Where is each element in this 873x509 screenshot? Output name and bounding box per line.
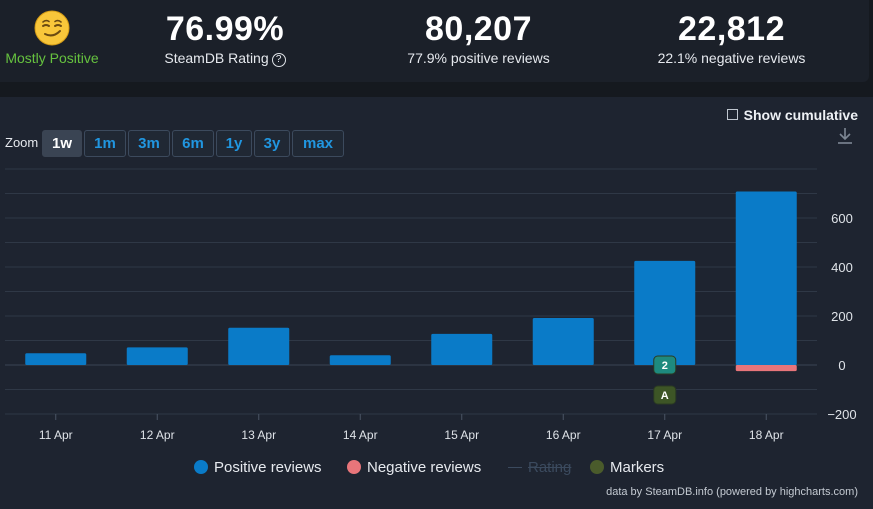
legend-label: Positive reviews [214,459,322,476]
total-reviews-stat: 80,207 77.9% positive reviews [400,10,557,66]
positive-bar[interactable] [634,260,696,365]
chart-legend: Positive reviews Negative reviews Rating Ma… [0,459,873,481]
y-tick-label: 0 [838,358,845,373]
total-reviews-value: 80,207 [425,10,532,48]
legend-swatch [194,460,208,474]
marker-badge[interactable] [653,355,677,375]
legend-label: Negative reviews [367,459,482,476]
negative-reviews-stat: 22,812 22.1% negative reviews [648,10,815,66]
y-tick-label: −200 [827,407,856,422]
download-icon[interactable] [837,127,853,145]
zoom-button-1m[interactable]: 1m [84,130,126,157]
x-tick-label: 13 Apr [241,428,276,442]
sentiment-label: Mostly Positive [5,50,99,66]
rating-label: SteamDB Rating [164,50,269,66]
summary-bar: Mostly Positive 76.99% SteamDB Rating? 8… [0,0,869,82]
marker-label: 2 [662,360,668,372]
rating-stat: 76.99% SteamDB Rating? [150,10,300,67]
y-tick-label: 400 [831,260,853,275]
negative-percent-label: 22.1% negative reviews [657,50,806,66]
x-tick-label: 12 Apr [140,428,175,442]
negative-reviews-value: 22,812 [678,10,785,48]
x-tick-label: 16 Apr [546,428,581,442]
chart-panel: Show cumulative Zoom 1w 1m 3m 6m 1y 3y max 600… [0,97,873,509]
x-tick-label: 15 Apr [444,428,479,442]
chart-credit[interactable]: data by SteamDB.info (powered by highcha… [606,486,858,498]
legend-item-rating[interactable]: Rating [508,459,571,476]
positive-bar[interactable] [735,191,797,365]
show-cumulative-label: Show cumulative [743,107,858,123]
zoom-button-1w[interactable]: 1w [42,130,82,157]
positive-bar[interactable] [228,327,290,365]
zoom-label: Zoom [5,135,39,150]
show-cumulative-toggle[interactable]: Show cumulative [726,107,858,123]
legend-swatch [508,467,522,468]
marker-label: A [661,390,669,402]
legend-label: Markers [610,459,665,476]
legend-item-positive-reviews[interactable]: Positive reviews [194,459,322,476]
legend-item-negative-reviews[interactable]: Negative reviews [347,459,481,476]
negative-bar[interactable] [735,365,797,372]
legend-label: Rating [528,459,572,476]
legend-swatch [347,460,361,474]
show-cumulative-checkbox[interactable] [726,109,738,120]
sentiment-block: Mostly Positive [0,10,104,66]
marker-badge[interactable] [653,385,677,405]
zoom-button-max[interactable]: max [292,130,344,157]
legend-item-markers[interactable]: Markers [590,459,664,476]
zoom-button-3m[interactable]: 3m [128,130,170,157]
zoom-button-1y[interactable]: 1y [216,130,252,157]
reviews-chart: 600 400 200 0 −200 11 Apr 12 Apr 13 Apr 14 Apr 15… [5,168,857,442]
y-tick-label: 600 [831,211,853,226]
zoom-button-3y[interactable]: 3y [254,130,290,157]
smirking-face-icon [34,10,70,46]
legend-swatch [590,460,604,474]
x-tick-label: 18 Apr [749,428,784,442]
y-tick-label: 200 [831,309,853,324]
x-tick-label: 17 Apr [647,428,682,442]
positive-percent-label: 77.9% positive reviews [407,50,550,66]
positive-bar[interactable] [329,355,391,365]
positive-bar[interactable] [126,347,188,365]
x-tick-label: 11 Apr [39,428,73,442]
positive-bar[interactable] [25,353,87,365]
positive-bar[interactable] [532,317,594,365]
rating-value: 76.99% [165,10,285,48]
help-icon[interactable]: ? [271,53,286,67]
x-tick-label: 14 Apr [343,428,378,442]
rating-caption: SteamDB Rating? [150,50,300,67]
positive-bar[interactable] [431,333,493,365]
zoom-button-6m[interactable]: 6m [172,130,214,157]
